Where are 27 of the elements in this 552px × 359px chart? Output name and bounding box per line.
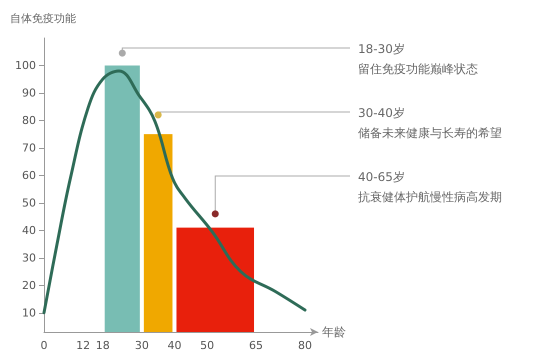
line-series <box>42 69 306 314</box>
y-tick-label: 50 <box>22 196 36 210</box>
annotation: 40-65岁 <box>358 170 405 184</box>
x-tick-label: 0 <box>40 339 48 352</box>
x-tick-label: 50 <box>200 339 214 352</box>
y-tick-label: 100 <box>15 58 36 72</box>
y-tick-label: 60 <box>22 168 36 182</box>
annotation: 30-40岁 <box>358 106 405 120</box>
annotation: 18-30岁 <box>358 42 405 56</box>
x-tick-label: 80 <box>298 339 312 352</box>
x-tick-label: 65 <box>249 339 264 352</box>
x-tick-label: 12 <box>76 339 90 352</box>
y-tick-label: 30 <box>22 251 36 264</box>
y-tick-label: 90 <box>22 86 36 100</box>
y-tick-label: 70 <box>22 141 36 154</box>
x-axis-title: 年龄 <box>322 325 346 339</box>
text: 抗衰健体护航慢性病高发期 <box>358 190 502 204</box>
x-tick-label: 18 <box>96 339 110 352</box>
y-axis-title: 自体免疫功能 <box>10 12 76 25</box>
y-tick-label: 10 <box>22 306 36 320</box>
text: 留住免疫功能巅峰状态 <box>358 62 478 76</box>
x-tick-label: 30 <box>134 339 149 352</box>
text: 储备未来健康与长寿的希望 <box>358 126 502 140</box>
y-tick-label: 80 <box>22 114 36 127</box>
y-tick-label: 20 <box>22 278 36 292</box>
y-tick-label: 40 <box>22 224 36 237</box>
x-tick-label: 40 <box>167 339 182 352</box>
